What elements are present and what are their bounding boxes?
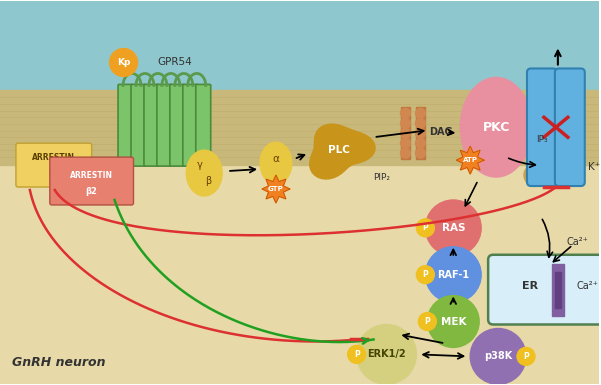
FancyBboxPatch shape (488, 255, 601, 325)
FancyBboxPatch shape (131, 84, 146, 166)
Ellipse shape (460, 77, 532, 177)
Circle shape (416, 266, 435, 284)
FancyBboxPatch shape (50, 157, 133, 205)
Circle shape (415, 138, 426, 148)
FancyBboxPatch shape (527, 69, 557, 186)
FancyBboxPatch shape (144, 84, 159, 166)
Circle shape (541, 166, 559, 184)
Text: Ca²⁺: Ca²⁺ (567, 237, 589, 247)
Text: β: β (205, 176, 212, 186)
Ellipse shape (186, 150, 222, 196)
Circle shape (534, 152, 552, 170)
Circle shape (347, 345, 365, 363)
Text: Ca²⁺: Ca²⁺ (577, 281, 599, 291)
Polygon shape (456, 146, 484, 174)
Text: ARRESTIN: ARRESTIN (70, 171, 113, 179)
Text: ERK1/2: ERK1/2 (367, 349, 406, 359)
Text: GTP: GTP (268, 186, 284, 192)
Circle shape (400, 138, 410, 148)
Text: RAS: RAS (442, 223, 465, 233)
Text: P: P (354, 350, 359, 359)
Text: GnRH neuron: GnRH neuron (12, 357, 105, 369)
Ellipse shape (260, 142, 292, 184)
Text: γ: γ (197, 160, 202, 170)
Circle shape (400, 128, 410, 138)
Bar (416, 107, 426, 159)
Circle shape (517, 347, 535, 365)
Text: α: α (272, 154, 279, 164)
Text: β1: β1 (48, 169, 59, 177)
Bar (0, 165, 599, 384)
Text: MEK: MEK (441, 316, 466, 326)
Circle shape (416, 219, 435, 237)
Bar (401, 107, 410, 159)
Bar (0, 90, 599, 165)
Text: IP₃: IP₃ (536, 135, 548, 144)
Circle shape (427, 296, 479, 347)
Circle shape (109, 49, 138, 77)
Circle shape (415, 148, 426, 158)
Circle shape (415, 118, 426, 128)
Bar (552, 264, 564, 316)
Polygon shape (262, 175, 290, 203)
Circle shape (426, 200, 481, 256)
Circle shape (426, 247, 481, 303)
FancyBboxPatch shape (170, 84, 185, 166)
Circle shape (400, 108, 410, 118)
Polygon shape (310, 124, 375, 179)
Text: GPR54: GPR54 (157, 57, 192, 67)
FancyBboxPatch shape (118, 84, 133, 166)
Text: β2: β2 (86, 186, 97, 196)
Circle shape (418, 313, 436, 330)
Circle shape (415, 128, 426, 138)
Text: P: P (523, 352, 529, 361)
Text: p38K: p38K (484, 352, 512, 362)
Text: DAG: DAG (430, 127, 453, 137)
Circle shape (524, 164, 546, 186)
FancyBboxPatch shape (157, 84, 172, 166)
Text: K⁺: K⁺ (588, 162, 600, 172)
Text: PLC: PLC (328, 145, 350, 155)
Text: PIP₂: PIP₂ (373, 172, 390, 182)
Text: ARRESTIN: ARRESTIN (32, 152, 75, 162)
Bar (555, 272, 561, 308)
Text: P: P (424, 317, 430, 326)
FancyBboxPatch shape (196, 84, 211, 166)
Circle shape (415, 108, 426, 118)
Text: ATP: ATP (463, 157, 478, 163)
Text: RAF-1: RAF-1 (437, 270, 469, 280)
Text: P: P (423, 223, 429, 233)
Text: ER: ER (522, 281, 538, 291)
FancyBboxPatch shape (16, 143, 91, 187)
Text: PKC: PKC (483, 121, 510, 134)
Circle shape (400, 118, 410, 128)
Bar (0, 1, 599, 95)
FancyBboxPatch shape (183, 84, 198, 166)
Text: P: P (423, 270, 429, 279)
Circle shape (470, 328, 526, 384)
FancyBboxPatch shape (555, 69, 585, 186)
Circle shape (400, 148, 410, 158)
Text: Kp: Kp (117, 58, 130, 67)
Circle shape (356, 325, 416, 384)
